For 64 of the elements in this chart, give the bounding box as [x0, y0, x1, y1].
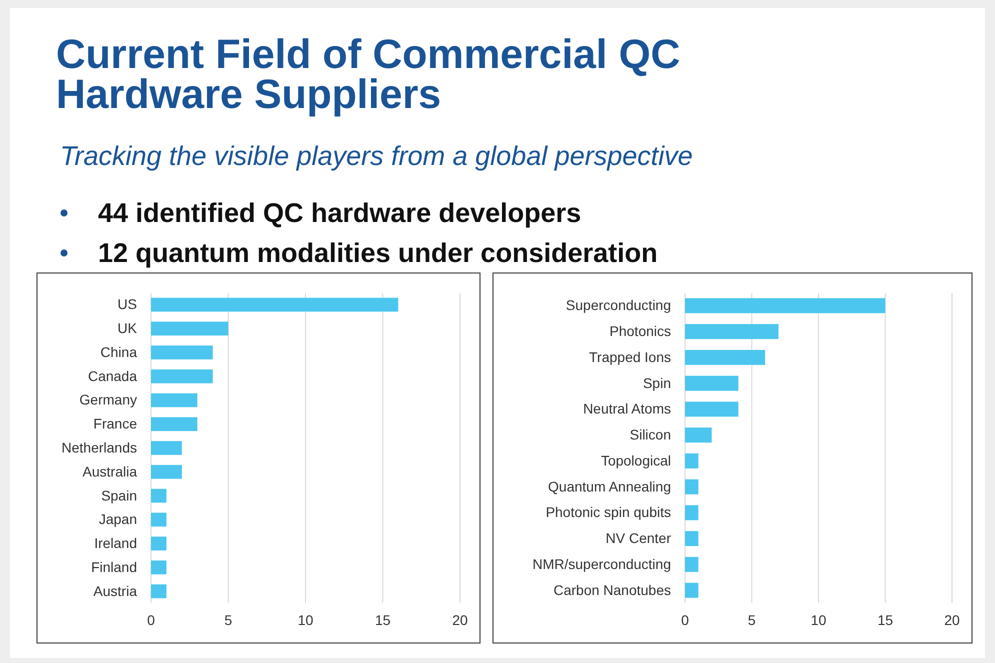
bar: [685, 505, 698, 520]
y-tick-label: Finland: [91, 558, 137, 575]
bar: [151, 369, 213, 384]
y-tick-label: NV Center: [606, 530, 672, 546]
y-tick-label: US: [118, 296, 137, 312]
x-tick-label: 0: [681, 612, 690, 628]
x-tick-label: 0: [147, 612, 156, 628]
y-tick-label: Germany: [79, 392, 137, 408]
y-tick-label: Photonics: [610, 323, 671, 340]
bar: [685, 453, 698, 468]
x-tick-label: 15: [877, 612, 894, 628]
y-tick-label: Quantum Annealing: [548, 478, 671, 494]
x-tick-label: 10: [298, 612, 314, 628]
text: 12 quantum modalities under consideration: [98, 238, 658, 268]
y-tick-label: Canada: [88, 368, 138, 384]
bar: [151, 536, 166, 550]
bar: [685, 479, 698, 494]
y-tick-label: Japan: [98, 511, 137, 528]
y-tick-label: France: [93, 416, 138, 432]
y-tick-label: Netherlands: [62, 439, 137, 456]
bar: [151, 441, 182, 455]
bar: [151, 393, 198, 408]
bar: [151, 464, 182, 479]
bar: [151, 488, 166, 503]
bar: [685, 324, 778, 340]
y-tick-label: Topological: [600, 452, 671, 468]
bar: [151, 560, 166, 574]
y-tick-label: Neutral Atoms: [583, 400, 671, 417]
bar: [685, 350, 766, 365]
bar: [685, 402, 738, 417]
bar: [685, 428, 712, 443]
bar: [151, 417, 198, 432]
bar: [151, 346, 213, 360]
y-tick-label: Superconducting: [566, 297, 671, 314]
x-tick-label: 20: [452, 612, 468, 628]
bar: [685, 556, 698, 572]
y-tick-label: Trapped Ions: [589, 348, 671, 365]
y-tick-label: Photonic spin qubits: [546, 504, 671, 520]
y-tick-label: Carbon Nanotubes: [553, 582, 671, 598]
x-tick-label: 5: [224, 612, 232, 628]
bar: [685, 376, 738, 391]
x-tick-label: 10: [810, 612, 826, 628]
y-tick-label: Ireland: [94, 535, 137, 552]
y-tick-label: China: [100, 344, 138, 360]
bar: [685, 298, 886, 314]
y-tick-label: Spain: [101, 487, 137, 504]
chart-subtitle: Tracking the visible players from a global perspective: [60, 141, 693, 171]
y-tick-label: Spin: [642, 374, 671, 391]
x-tick-label: 5: [748, 612, 756, 628]
bar: [685, 531, 698, 546]
bar: [151, 322, 228, 336]
bar: [151, 298, 398, 312]
y-tick-label: UK: [118, 320, 138, 336]
bar: [151, 512, 166, 527]
x-tick-label: 20: [944, 612, 960, 628]
bar: [685, 582, 698, 598]
bar: [151, 584, 166, 598]
y-tick-label: Silicon: [630, 426, 671, 443]
y-tick-label: NMR/superconducting: [532, 556, 671, 572]
y-tick-label: Australia: [82, 463, 138, 480]
text: 44 identified QC hardware developers: [98, 198, 582, 228]
chart-title: Current Field of Commercial QC Hardware Suppliers: [56, 31, 680, 117]
x-tick-label: 15: [374, 612, 391, 628]
y-tick-label: Austria: [93, 582, 138, 599]
